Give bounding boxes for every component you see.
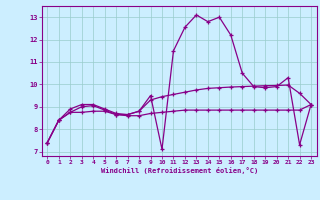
X-axis label: Windchill (Refroidissement éolien,°C): Windchill (Refroidissement éolien,°C) bbox=[100, 167, 258, 174]
